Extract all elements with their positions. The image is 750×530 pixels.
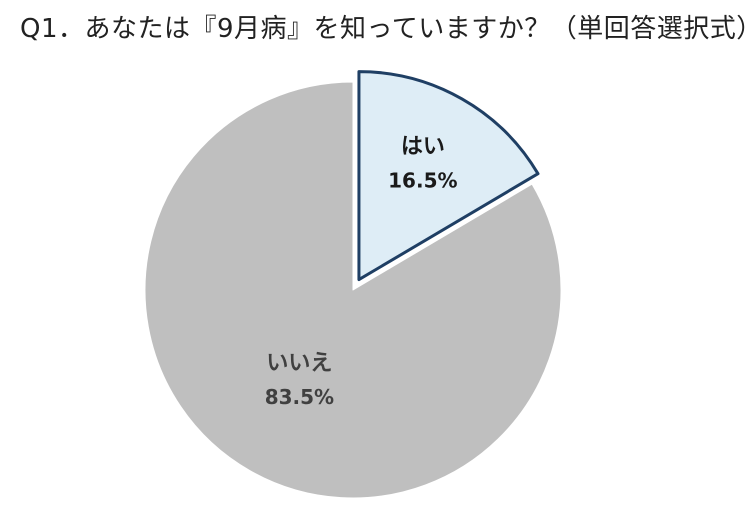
- slice-value-1: 83.5%: [265, 385, 334, 409]
- pie-slices: [144, 70, 562, 499]
- slice-label-1: いいえ: [266, 351, 332, 376]
- slice-value-0: 16.5%: [388, 169, 457, 193]
- pie-labels: はい 16.5% いいえ 83.5%: [265, 135, 458, 409]
- slice-label-0: はい: [401, 135, 445, 160]
- pie-slice-0: [357, 70, 540, 282]
- chart-title: Q1．あなたは『9月病』を知っていますか？（単回答選択式）: [20, 14, 750, 44]
- pie-slice-1: [144, 81, 562, 499]
